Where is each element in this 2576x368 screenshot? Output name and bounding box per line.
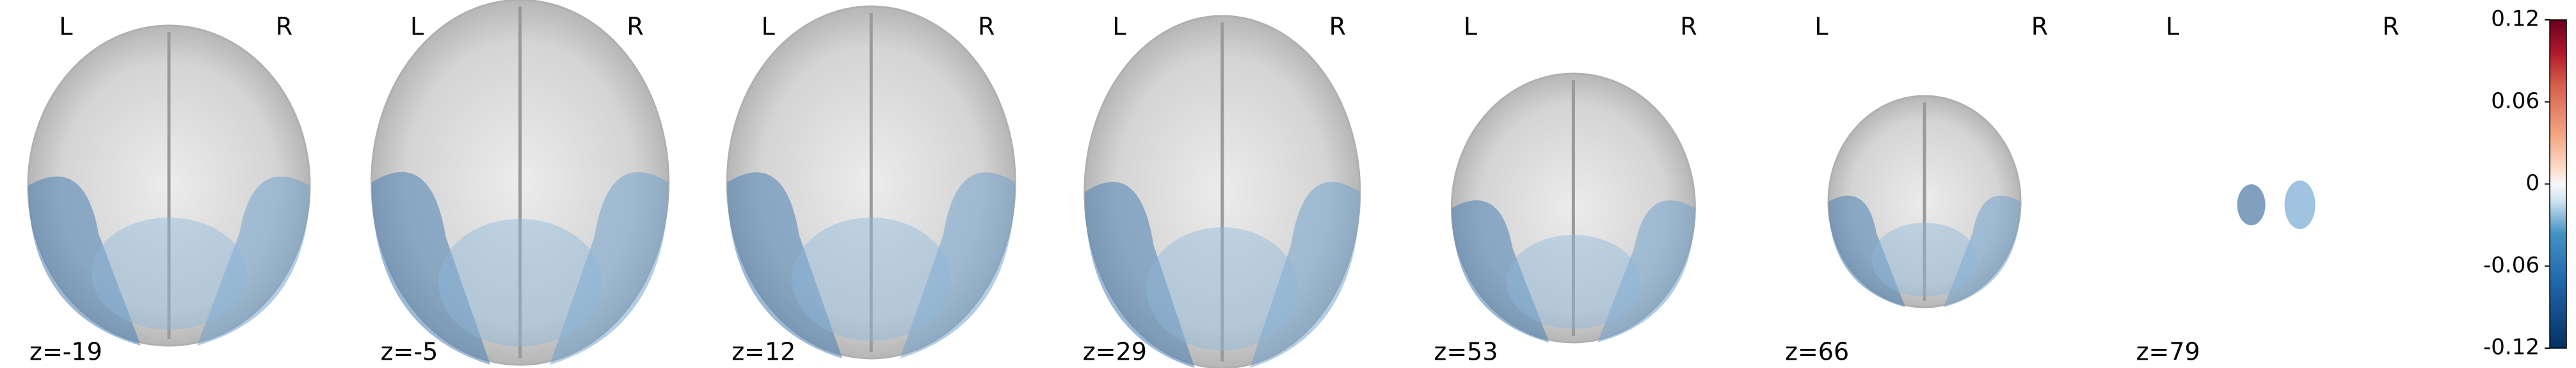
overlay-posterior: [792, 218, 950, 341]
overlay-right: [550, 172, 669, 365]
overlay-left: [727, 172, 843, 358]
left-label: L: [2166, 13, 2179, 41]
slice-panel: L Rz=79: [2136, 13, 2399, 366]
right-label: R: [2031, 13, 2048, 41]
left-label: L: [59, 13, 72, 41]
slice-label: z=79: [2136, 338, 2200, 366]
colorbar-ticks: 0.12 0.06 0 -0.06 -0.12: [2483, 6, 2550, 360]
colorbar-tick-label: -0.06: [2483, 252, 2540, 278]
colorbar: [2549, 19, 2567, 349]
overlay-right: [1597, 200, 1695, 342]
overlay-posterior: [1871, 223, 1978, 297]
blob-right: [2284, 180, 2316, 229]
blob-left: [2237, 184, 2266, 225]
overlay-right: [197, 176, 310, 346]
slice-panel: L Rz=12: [726, 5, 1016, 366]
overlay-left: [28, 176, 141, 346]
left-label: L: [1464, 13, 1477, 41]
slice-label: z=66: [1785, 338, 1849, 366]
slice-label: z=29: [1083, 338, 1147, 366]
overlay-right: [900, 172, 1016, 358]
slice-panel: L Rz=-19: [27, 13, 311, 366]
slice-label: z=-5: [381, 338, 438, 366]
right-label: R: [1329, 13, 1346, 41]
left-label: L: [762, 13, 775, 41]
slice-panel: L Rz=29: [1083, 13, 1361, 368]
overlay-left: [1452, 200, 1549, 342]
slice-label: z=53: [1434, 338, 1498, 366]
right-label: R: [2382, 13, 2399, 41]
colorbar-tick-label: -0.12: [2483, 335, 2540, 360]
slice-label: z=12: [732, 338, 796, 366]
right-label: R: [627, 13, 643, 41]
overlay-posterior: [1146, 227, 1299, 351]
left-label: L: [1112, 13, 1126, 41]
left-label: L: [410, 13, 424, 41]
slice-panel: L Rz=53: [1434, 13, 1697, 366]
colorbar-tick-label: 0.12: [2491, 6, 2540, 32]
slice-panel: L Rz=66: [1785, 13, 2048, 366]
overlay-posterior: [1506, 235, 1640, 329]
overlay-left: [1828, 195, 1905, 307]
left-label: L: [1814, 13, 1828, 41]
slices: L Rz=-19 L Rz=-5 L Rz=12 L Rz=29 L Rz=53 L Rz=66 L Rz…: [27, 0, 2399, 368]
overlay-posterior: [92, 218, 246, 330]
right-label: R: [276, 13, 292, 41]
right-label: R: [1680, 13, 1697, 41]
slice-panel: L Rz=-5: [371, 0, 670, 366]
overlay-right: [1249, 182, 1360, 368]
overlay-posterior: [438, 219, 602, 347]
overlay-left: [1084, 182, 1195, 368]
slice-label: z=-19: [29, 338, 102, 366]
overlay-right: [1944, 195, 2020, 307]
colorbar-tick-label: 0.06: [2491, 88, 2540, 114]
overlay-left: [371, 172, 491, 365]
right-label: R: [978, 13, 995, 41]
colorbar-tick-label: 0: [2525, 170, 2540, 196]
